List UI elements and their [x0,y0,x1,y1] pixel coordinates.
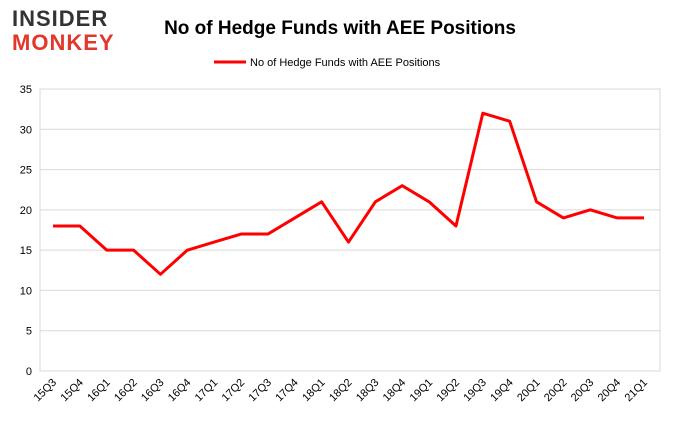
y-tick-label: 20 [20,205,32,217]
y-tick-label: 25 [20,165,32,177]
y-tick-label: 0 [26,366,32,378]
data-line [53,111,644,276]
chart-title: No of Hedge Funds with AEE Positions [164,18,516,39]
y-tick-label: 10 [20,285,32,297]
logo-bottom: MONKEY [12,30,115,55]
y-tick-label: 35 [20,84,32,96]
y-tick-label: 15 [20,245,32,257]
y-tick-label: 30 [20,124,32,136]
logo-top: INSIDER [12,6,108,31]
legend: No of Hedge Funds with AEE Positions [214,57,441,69]
y-tick-label: 5 [26,326,32,338]
legend-label: No of Hedge Funds with AEE Positions [250,57,441,69]
